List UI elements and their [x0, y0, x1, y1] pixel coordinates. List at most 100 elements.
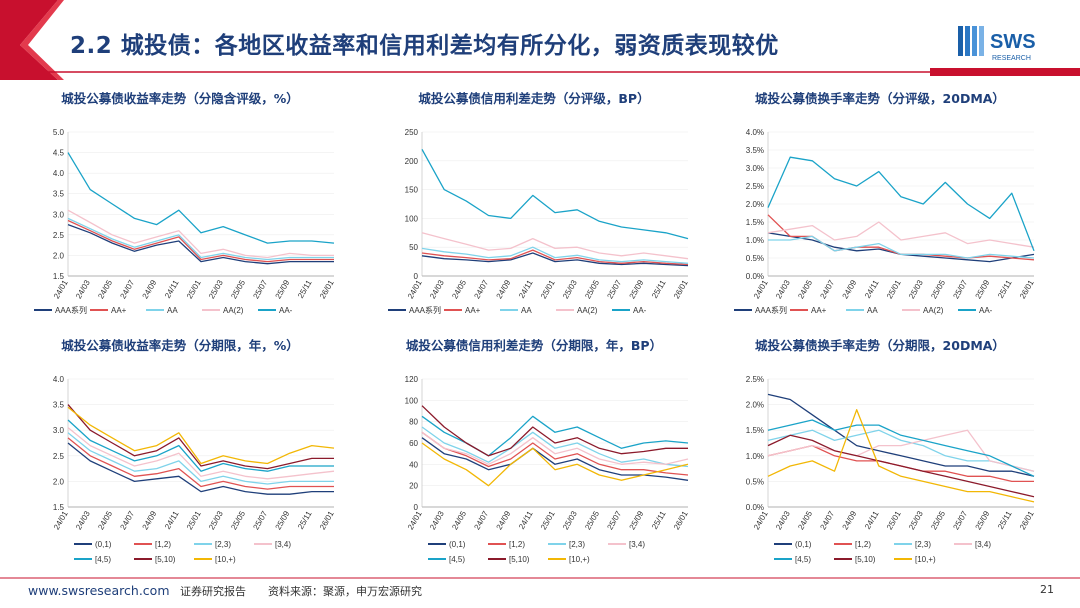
y-tick-label: 0: [414, 272, 419, 281]
chart-title: 城投公募债信用利差走势（分期限，年，BP）: [405, 338, 663, 353]
x-tick-label: 26/01: [318, 278, 336, 300]
red-chevron-shape: [0, 0, 58, 80]
chart-svg: 0 50 100 150 200 250 24/01 24/03 24/05 24/07 24/09…: [388, 128, 690, 315]
legend-label: [4,5): [795, 555, 811, 564]
y-tick-label: 3.5: [53, 401, 65, 410]
header: 2.2 城投债：各地区收益率和信用利差均有所分化，弱资质表现较优 SWS RES…: [0, 0, 1080, 80]
legend-label: AA: [167, 306, 178, 315]
y-tick-label: 0.0%: [746, 503, 764, 512]
y-tick-label: 150: [405, 186, 419, 195]
x-tick-label: 24/09: [495, 509, 513, 531]
x-tick-label: 25/05: [583, 278, 601, 300]
x-tick-label: 24/11: [163, 509, 181, 531]
x-tick-label: 25/03: [561, 278, 579, 300]
x-tick-label: 24/05: [450, 509, 468, 531]
y-tick-label: 120: [405, 375, 419, 384]
footer-source: 资料来源：聚源，申万宏源研究: [268, 585, 422, 598]
x-tick-label: 24/11: [163, 278, 181, 300]
legend-label: AA+: [811, 306, 827, 315]
x-tick-label: 26/01: [318, 509, 336, 531]
series-line: [421, 431, 689, 465]
logo-text: SWS: [990, 31, 1036, 53]
x-tick-label: 24/01: [52, 509, 70, 531]
x-tick-label: 25/03: [207, 278, 225, 300]
legend-label: [5,10): [155, 555, 176, 564]
series-line: [421, 232, 689, 260]
x-tick-label: 25/01: [539, 278, 557, 300]
y-tick-label: 3.0: [53, 210, 65, 219]
y-tick-label: 0.5%: [746, 254, 764, 263]
legend-label: [3,4): [275, 540, 291, 549]
series-line: [767, 434, 1035, 498]
x-tick-label: 24/09: [141, 278, 159, 300]
chart-svg: 1.5 2.0 2.5 3.0 3.5 4.0 24/01 24/03 24/05 24/07 24…: [52, 375, 336, 564]
legend-label: AAA系列: [755, 305, 787, 315]
chart-svg: 1.52.02.53.03.54.04.55.024/01 24/03 24/05 2…: [34, 128, 336, 315]
series-line: [67, 437, 334, 490]
legend-label: AA+: [111, 306, 127, 315]
x-tick-label: 24/01: [752, 509, 770, 531]
legend-label: [5,10): [855, 555, 876, 564]
x-tick-label: 25/09: [974, 278, 992, 300]
x-tick-label: 24/03: [74, 278, 92, 300]
legend-label: [10,+): [215, 555, 236, 564]
y-tick-label: 1.5%: [746, 218, 764, 227]
legend-label: AA-: [633, 306, 647, 315]
header-rule-bar: [930, 68, 1080, 76]
y-tick-label: 2.5: [53, 452, 65, 461]
x-tick-label: 24/11: [517, 509, 535, 531]
x-tick-label: 25/05: [929, 278, 947, 300]
chart-panel-yield-by-rating: 城投公募债收益率走势（分隐含评级，%） 1.5 2.0 2.5 3.0 3.5 4.0 4.…: [10, 88, 350, 328]
x-tick-label: 24/03: [74, 509, 92, 531]
x-tick-label: 25/11: [996, 509, 1014, 531]
y-tick-label: 0.0%: [746, 272, 764, 281]
series-line: [767, 409, 1035, 503]
legend-label: AA-: [279, 306, 293, 315]
series-line: [67, 419, 334, 472]
chart-svg: 0 20 40 60 80 100 120 24/01 24/03 24/05 24/07 24/09…: [405, 375, 690, 564]
x-tick-label: 25/09: [274, 509, 292, 531]
x-tick-label: 24/01: [752, 278, 770, 300]
chart-panel-turnover-by-tenor: 城投公募债换手率走势（分期限，20DMA） 0.0% 0.5% 1.0% 1.5% 2.…: [710, 335, 1050, 575]
legend-label: [1,2): [855, 540, 871, 549]
y-tick-label: 5.0: [53, 128, 65, 137]
logo-subtext: RESEARCH: [992, 55, 1031, 62]
series-line: [67, 209, 334, 259]
x-tick-label: 25/03: [207, 509, 225, 531]
legend-label: [10,+): [569, 555, 590, 564]
y-tick-label: 50: [409, 243, 418, 252]
x-tick-label: 24/09: [841, 509, 859, 531]
series-line: [767, 156, 1035, 252]
legend-label: [3,4): [629, 540, 645, 549]
x-tick-label: 26/01: [1018, 278, 1036, 300]
page-title: 2.2 城投债：各地区收益率和信用利差均有所分化，弱资质表现较优: [70, 33, 779, 59]
x-tick-label: 25/07: [951, 509, 969, 531]
series-line: [421, 442, 689, 487]
x-tick-label: 24/07: [472, 509, 490, 531]
series-line: [67, 223, 334, 265]
x-tick-label: 25/05: [229, 509, 247, 531]
legend-label: [4,5): [95, 555, 111, 564]
chart-title: 城投公募债信用利差走势（分评级，BP）: [418, 91, 650, 106]
x-tick-label: 24/01: [406, 509, 424, 531]
legend-label: AA(2): [223, 306, 244, 315]
chart-title: 城投公募债换手率走势（分评级，20DMA）: [755, 91, 1005, 106]
x-tick-label: 25/01: [539, 509, 557, 531]
series-line: [767, 429, 1035, 472]
x-tick-label: 26/01: [672, 509, 690, 531]
series-line: [421, 249, 689, 266]
series-line: [767, 429, 1035, 472]
y-tick-label: 100: [405, 396, 419, 405]
legend-label: AAA系列: [55, 305, 87, 315]
y-tick-label: 1.0%: [746, 236, 764, 245]
series-line: [67, 217, 334, 261]
y-tick-label: 250: [405, 128, 419, 137]
series-line: [421, 252, 689, 267]
series-line: [67, 406, 335, 465]
chart-svg: 0.0%0.5%1.0%1.5%2.0%2.5%24/01 24/03 24/05 2…: [746, 375, 1036, 564]
footer-url-link[interactable]: www.swsresearch.com: [28, 583, 170, 598]
x-tick-label: 25/01: [185, 509, 203, 531]
x-tick-label: 26/01: [1018, 509, 1036, 531]
x-tick-label: 24/07: [118, 509, 136, 531]
series-line: [421, 405, 688, 457]
